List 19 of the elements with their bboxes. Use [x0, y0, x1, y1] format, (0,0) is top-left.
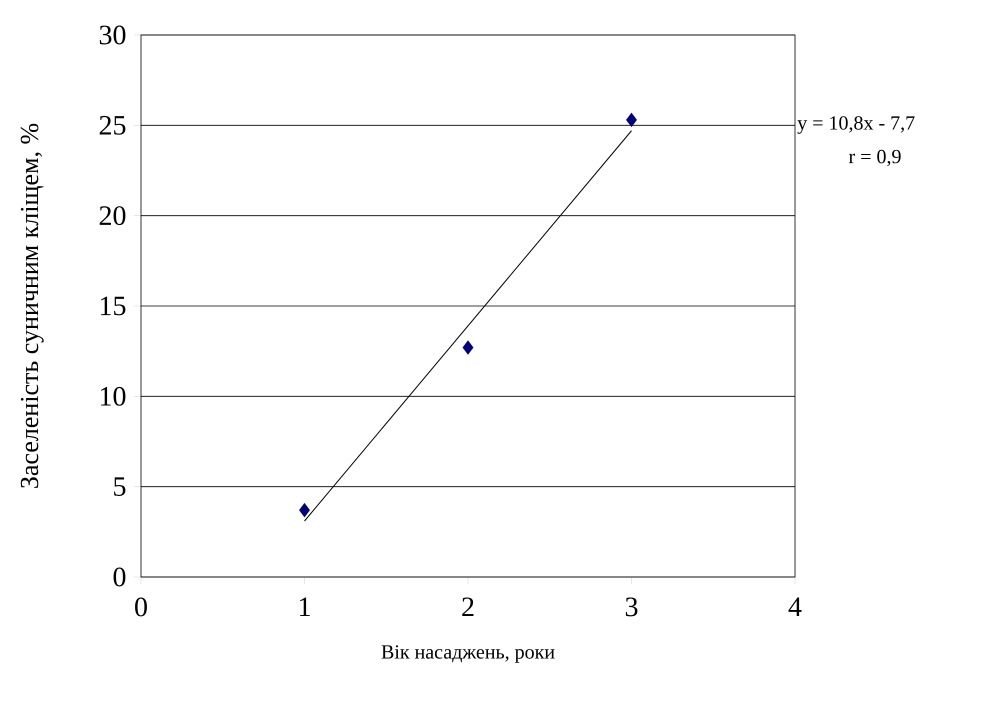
y-tick-label: 5 [114, 477, 126, 496]
point [626, 112, 637, 128]
x-tick-label: 1 [300, 598, 310, 616]
y-tick-label: 30 [100, 26, 126, 44]
y-tick-label: 25 [100, 116, 126, 135]
point [462, 340, 474, 355]
text: y = 10,8x - 7,7 [797, 116, 915, 134]
x-tick-label: 2 [462, 598, 474, 616]
x-axis-title: Вік насаджень, роки [382, 645, 555, 663]
point [299, 502, 310, 518]
y-tick-label: 0 [114, 568, 126, 586]
y-tick-label: 15 [100, 296, 126, 316]
y-tick-label: 20 [100, 206, 126, 226]
x-tick-label: 0 [135, 598, 147, 616]
y-axis-title: Заселеність суничним кліщем, % [20, 124, 44, 488]
x-tick-label: 3 [626, 598, 638, 616]
text: r = 0,9 [848, 150, 901, 166]
x-tick-label: 4 [788, 598, 802, 616]
y-tick-label: 10 [100, 386, 126, 406]
